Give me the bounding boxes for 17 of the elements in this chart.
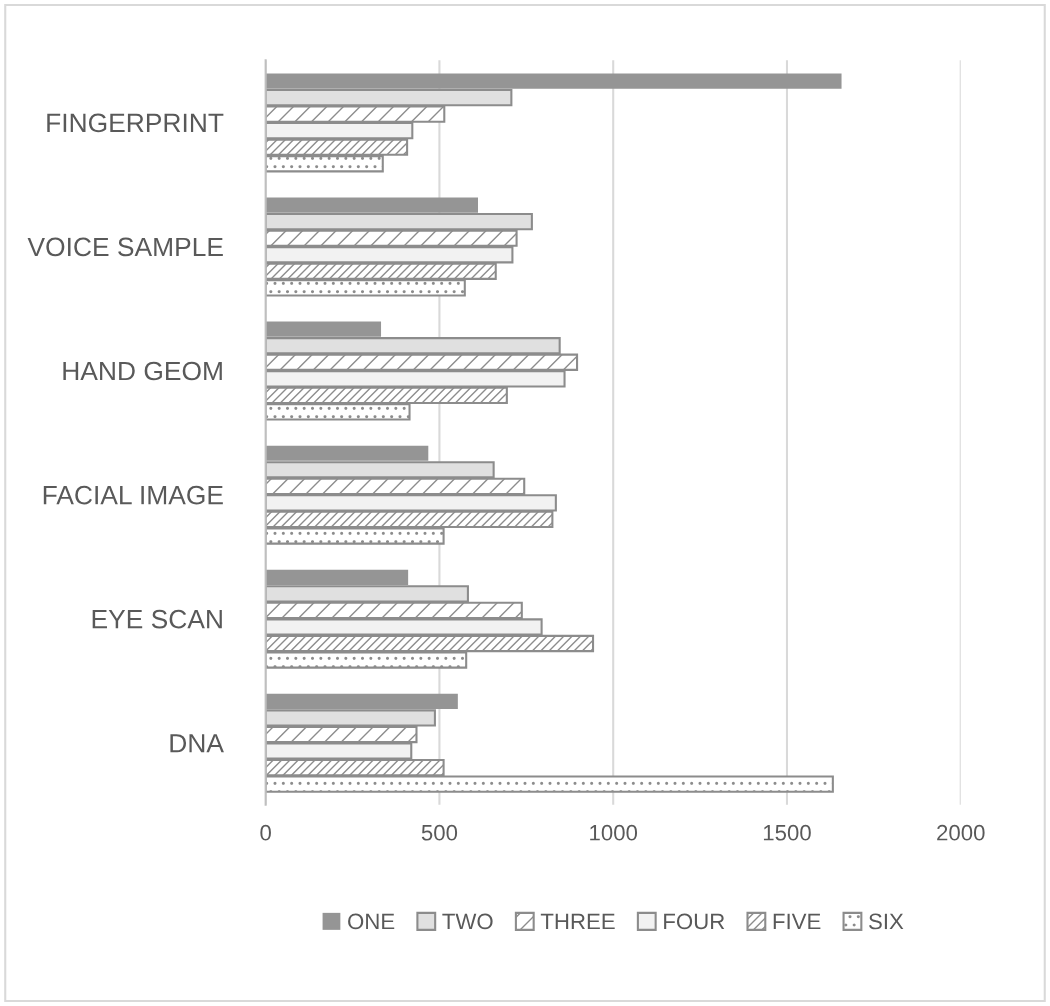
legend-label: THREE bbox=[540, 913, 615, 930]
legend-label: TWO bbox=[442, 913, 493, 930]
y-tick-label: EYE SCAN bbox=[92, 609, 222, 629]
y-tick-label: HAND GEOM bbox=[63, 361, 222, 381]
legend-label: ONE bbox=[348, 913, 395, 930]
x-tick-label: 1500 bbox=[763, 824, 811, 841]
x-tick-label: 500 bbox=[421, 824, 458, 841]
x-tick-label: 2000 bbox=[937, 824, 985, 841]
legend-label: SIX bbox=[869, 913, 904, 930]
x-tick-label: 0 bbox=[260, 824, 271, 841]
legend-label: FIVE bbox=[773, 913, 821, 930]
y-tick-label: FINGERPRINT bbox=[47, 113, 224, 133]
y-tick-label: VOICE SAMPLE bbox=[27, 237, 223, 257]
x-tick-label: 1000 bbox=[590, 824, 638, 841]
legend-label: FOUR bbox=[664, 913, 725, 930]
y-tick-label: DNA bbox=[170, 734, 224, 753]
y-tick-label: FACIAL IMAGE bbox=[43, 485, 223, 505]
